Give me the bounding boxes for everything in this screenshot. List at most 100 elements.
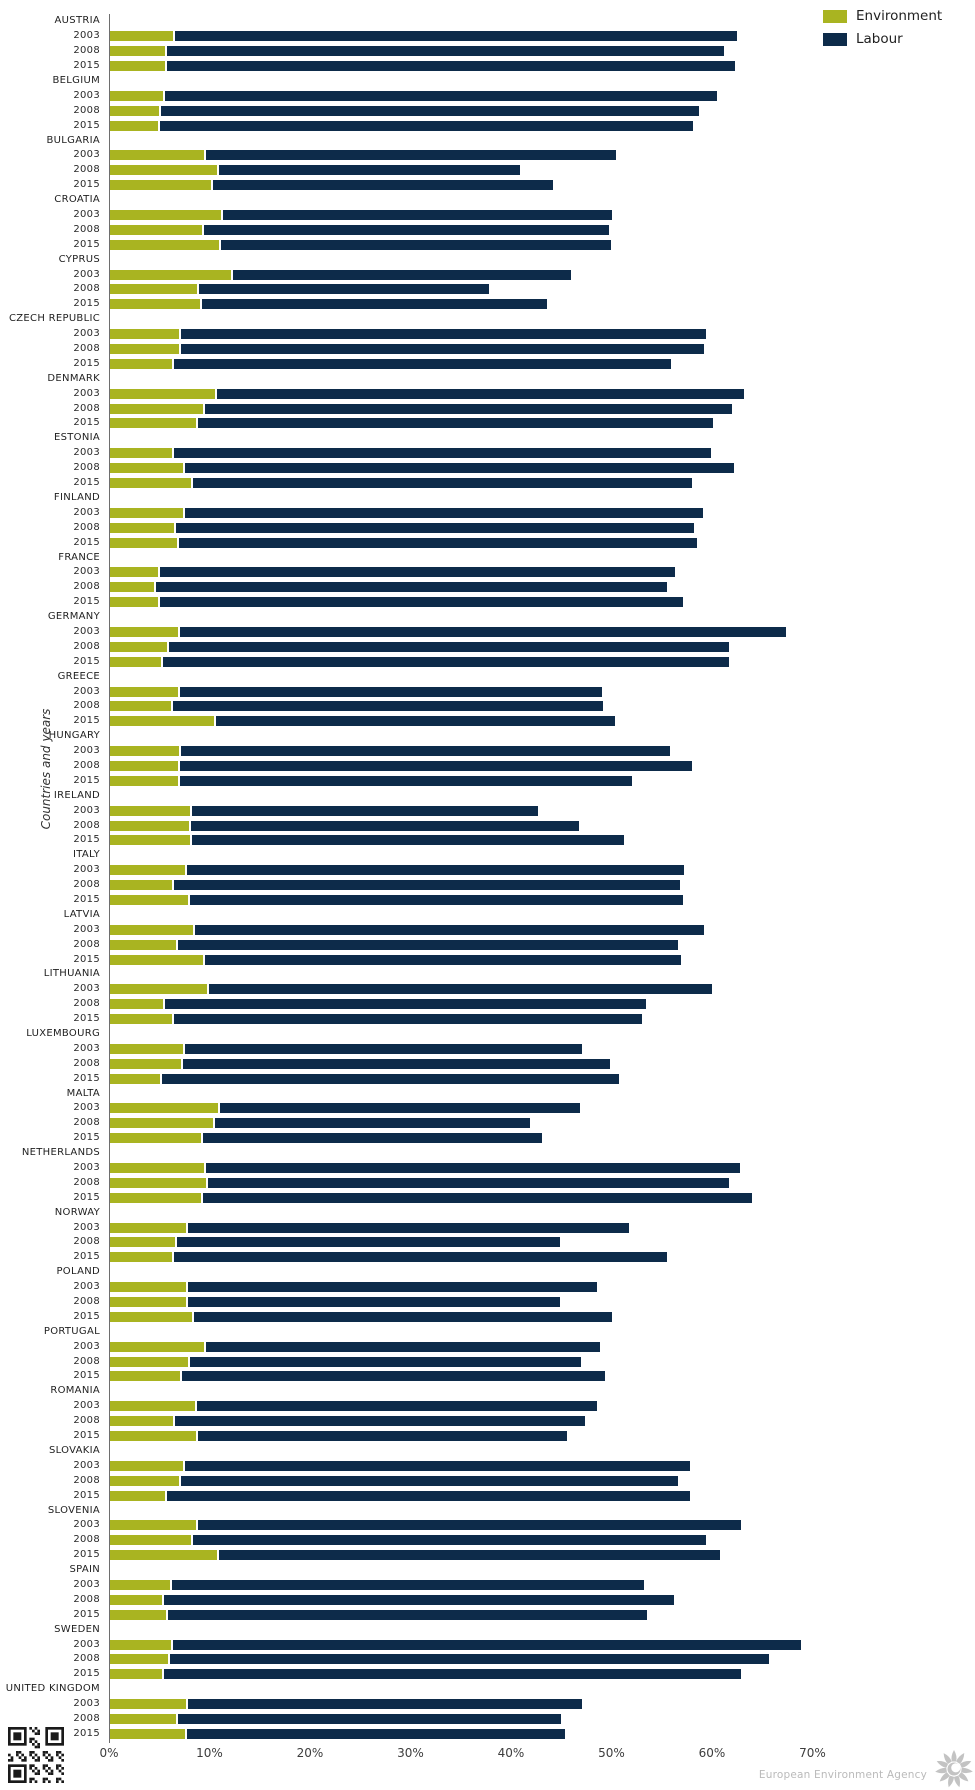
- bar-segment-environment: [110, 269, 231, 280]
- country-row: ESTONIA: [0, 431, 975, 446]
- bar-segment-labour: [174, 880, 680, 891]
- year-label: 2003: [73, 1281, 100, 1293]
- stacked-bar: [110, 626, 975, 637]
- country-label: SLOVENIA: [47, 1504, 100, 1516]
- country-label: ESTONIA: [53, 432, 100, 444]
- year-label: 2015: [73, 1310, 100, 1322]
- stacked-bar: [110, 939, 975, 950]
- stacked-bar: [110, 61, 975, 72]
- bar-segment-labour: [180, 775, 632, 786]
- year-label: 2008: [73, 759, 100, 771]
- bar-segment-labour: [202, 299, 548, 310]
- country-label: NORWAY: [54, 1206, 100, 1218]
- bar-segment-environment: [110, 418, 197, 429]
- year-label: 2008: [73, 1534, 100, 1546]
- country-spacer: [110, 255, 975, 265]
- bar-segment-environment: [110, 1401, 196, 1412]
- bar-row: 2003: [0, 267, 975, 282]
- country-label: SWEDEN: [54, 1623, 100, 1635]
- year-label: 2003: [73, 387, 100, 399]
- year-label: 2003: [73, 864, 100, 876]
- bar-segment-labour: [183, 1058, 611, 1069]
- bar-row: 2008: [0, 699, 975, 714]
- bar-segment-labour: [232, 269, 572, 280]
- country-spacer: [110, 672, 975, 682]
- bar-row: 2008: [0, 1354, 975, 1369]
- stacked-bar: [110, 344, 975, 355]
- bar-segment-environment: [110, 1073, 161, 1084]
- bar-segment-environment: [110, 656, 162, 667]
- bar-segment-environment: [110, 701, 172, 712]
- bar-row: 2008: [0, 818, 975, 833]
- bar-segment-environment: [110, 61, 166, 72]
- year-label: 2015: [73, 834, 100, 846]
- year-label: 2015: [73, 1251, 100, 1263]
- bar-row: 2008: [0, 222, 975, 237]
- country-row: MALTA: [0, 1086, 975, 1101]
- bar-row: 2008: [0, 401, 975, 416]
- bar-segment-environment: [110, 165, 217, 176]
- country-spacer: [110, 195, 975, 205]
- stacked-bar: [110, 1594, 975, 1605]
- country-label: CROATIA: [54, 194, 100, 206]
- year-label: 2015: [73, 1727, 100, 1739]
- bar-segment-labour: [164, 1669, 742, 1680]
- bar-row: 2015: [0, 237, 975, 252]
- stacked-bar: [110, 999, 975, 1010]
- stacked-bar: [110, 1460, 975, 1471]
- bar-segment-labour: [174, 1014, 642, 1025]
- bar-segment-labour: [167, 46, 725, 57]
- bar-row: 2015: [0, 1429, 975, 1444]
- bar-row: 2003: [0, 1220, 975, 1235]
- country-spacer: [110, 493, 975, 503]
- year-label: 2008: [73, 1653, 100, 1665]
- country-row: NETHERLANDS: [0, 1146, 975, 1161]
- stacked-bar: [110, 1431, 975, 1442]
- year-label: 2003: [73, 1578, 100, 1590]
- country-spacer: [110, 76, 975, 86]
- bar-segment-labour: [198, 1520, 742, 1531]
- year-label: 2003: [73, 328, 100, 340]
- bar-segment-environment: [110, 90, 164, 101]
- country-row: NORWAY: [0, 1205, 975, 1220]
- bar-segment-labour: [175, 1416, 586, 1427]
- bar-segment-environment: [110, 1475, 180, 1486]
- year-label: 2008: [73, 521, 100, 533]
- bar-segment-labour: [218, 1550, 720, 1561]
- bar-segment-environment: [110, 507, 184, 518]
- bar-segment-labour: [218, 165, 521, 176]
- stacked-bar: [110, 1043, 975, 1054]
- stacked-bar: [110, 1163, 975, 1174]
- bar-segment-environment: [110, 924, 194, 935]
- environment-swatch: [823, 10, 847, 24]
- bar-segment-environment: [110, 1431, 197, 1442]
- country-label: LITHUANIA: [43, 968, 100, 980]
- year-label: 2008: [73, 343, 100, 355]
- year-label: 2008: [73, 1593, 100, 1605]
- bar-row: 2015: [0, 893, 975, 908]
- bar-segment-labour: [167, 1490, 690, 1501]
- year-label: 2015: [73, 1013, 100, 1025]
- country-label: CYPRUS: [58, 253, 100, 265]
- bar-segment-labour: [185, 1460, 690, 1471]
- stacked-bar: [110, 880, 975, 891]
- bar-segment-labour: [205, 954, 681, 965]
- country-label: HUNGARY: [48, 730, 100, 742]
- country-row: DENMARK: [0, 371, 975, 386]
- bar-segment-environment: [110, 1103, 218, 1114]
- country-row: GERMANY: [0, 610, 975, 625]
- stacked-bar: [110, 284, 975, 295]
- bar-segment-environment: [110, 180, 211, 191]
- bar-row: 2008: [0, 1473, 975, 1488]
- stacked-bar: [110, 865, 975, 876]
- bar-segment-environment: [110, 344, 180, 355]
- bar-segment-labour: [173, 1639, 802, 1650]
- country-label: GREECE: [57, 670, 100, 682]
- year-label: 2015: [73, 238, 100, 250]
- stacked-bar: [110, 329, 975, 340]
- stacked-bar: [110, 1713, 975, 1724]
- bar-segment-environment: [110, 686, 179, 697]
- bar-segment-labour: [193, 1535, 706, 1546]
- bar-row: 2003: [0, 1280, 975, 1295]
- year-label: 2008: [73, 1296, 100, 1308]
